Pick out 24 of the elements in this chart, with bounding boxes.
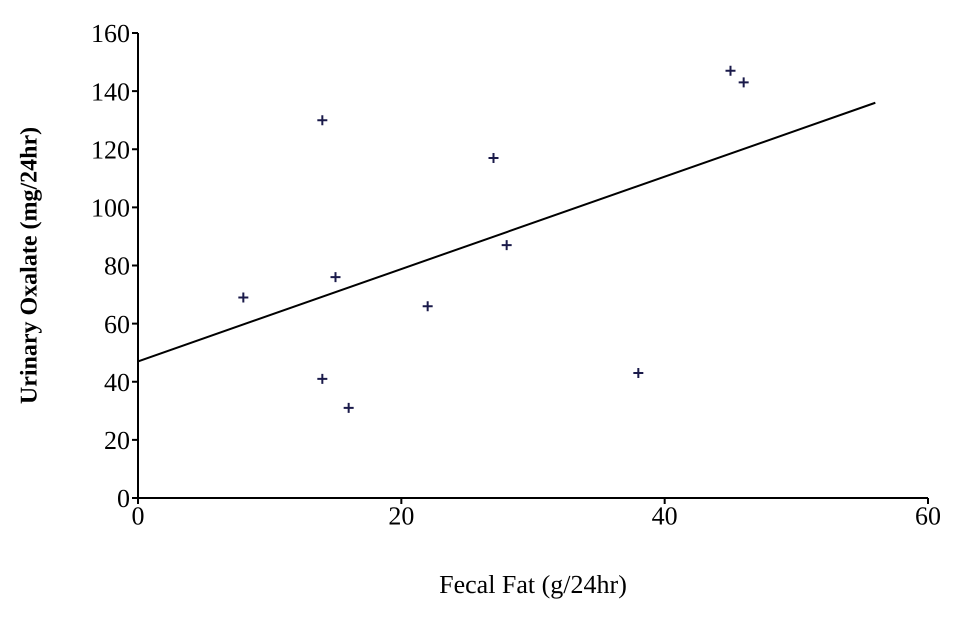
point (342, 402, 355, 414)
y-tick-label: 60 (104, 310, 130, 339)
y-tick-label: 40 (104, 368, 130, 397)
point (632, 367, 644, 380)
point (488, 152, 500, 164)
point (500, 239, 513, 252)
x-tick-label: 20 (388, 501, 414, 530)
x-axis-title: Fecal Fat (g/24hr) (439, 570, 627, 599)
point (330, 271, 342, 284)
point (316, 114, 328, 126)
y-axis-title: Urinary Oxalate (mg/24hr) (16, 126, 43, 404)
point (738, 76, 750, 88)
point (422, 300, 434, 312)
y-tick-label: 20 (104, 426, 130, 456)
point (237, 291, 250, 304)
y-tick-label: 120 (91, 135, 130, 164)
y-tick-label: 80 (104, 252, 130, 281)
x-tick-label: 40 (652, 501, 678, 530)
x-tick-label: 60 (915, 501, 941, 530)
y-tick-label: 140 (91, 77, 130, 106)
point (724, 64, 736, 77)
point (316, 372, 328, 385)
y-tick-label: 100 (91, 194, 130, 223)
y-tick-label: 160 (91, 19, 130, 48)
